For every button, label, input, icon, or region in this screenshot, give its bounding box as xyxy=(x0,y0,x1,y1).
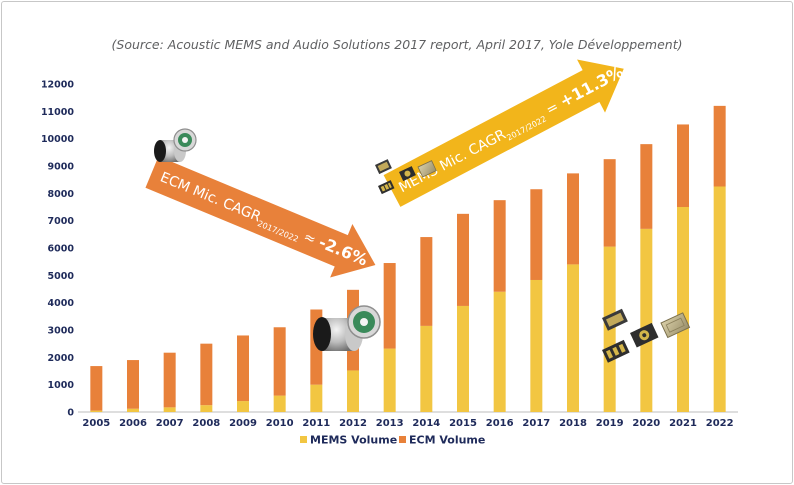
x-tick-label: 2022 xyxy=(706,418,734,429)
y-tick-label: 3000 xyxy=(48,326,75,337)
y-tick-label: 7000 xyxy=(48,216,75,227)
legend-label: MEMS Volume xyxy=(310,434,397,447)
x-tick-label: 2010 xyxy=(266,418,294,429)
x-tick-label: 2012 xyxy=(339,418,367,429)
x-tick-label: 2020 xyxy=(632,418,660,429)
mems-bar-2015 xyxy=(457,305,469,412)
x-tick-label: 2014 xyxy=(412,418,440,429)
ecm-bar-2017 xyxy=(530,189,543,280)
ecm-bar-2020 xyxy=(640,144,653,229)
y-tick-label: 12000 xyxy=(41,80,74,91)
ecm-microphone-icon xyxy=(154,128,197,162)
ecm-microphone-icon xyxy=(313,305,381,351)
mems-bar-2007 xyxy=(163,407,176,412)
y-tick-label: 1000 xyxy=(48,380,75,391)
ecm-arrow-shape xyxy=(145,156,376,278)
ecm-bar-2018 xyxy=(567,173,579,265)
y-tick-label: 11000 xyxy=(41,107,74,118)
x-tick-label: 2019 xyxy=(596,418,624,429)
mems-bar-2016 xyxy=(493,291,506,412)
y-tick-label: 8000 xyxy=(48,189,75,200)
mems-bar-2011 xyxy=(310,384,323,412)
mems-bar-2021 xyxy=(677,207,689,412)
mems-chip-icon xyxy=(399,166,416,182)
mems-bar-2013 xyxy=(383,348,396,412)
y-tick-label: 0 xyxy=(67,408,74,419)
x-tick-label: 2006 xyxy=(119,418,147,429)
mems-bar-2020 xyxy=(640,228,653,412)
mems-chip-icon xyxy=(378,180,395,195)
mems-bar-2022 xyxy=(713,186,726,412)
y-axis: 0 1000 2000 3000 4000 5000 6000 7000 8000 9000 100… xyxy=(41,80,74,419)
x-tick-label: 2011 xyxy=(302,418,330,429)
y-tick-label: 9000 xyxy=(48,162,75,173)
mems-bar-2008 xyxy=(200,405,213,412)
x-tick-label: 2008 xyxy=(192,418,220,429)
mems-chip-icon xyxy=(602,339,630,363)
ecm-bar-2010 xyxy=(273,327,286,396)
ecm-bar-2007 xyxy=(163,352,176,408)
legend-swatch xyxy=(399,436,406,443)
source-note: (Source: Acoustic MEMS and Audio Solutio… xyxy=(111,37,683,52)
ecm-bar-2008 xyxy=(200,343,213,406)
x-tick-label: 2021 xyxy=(669,418,697,429)
y-tick-label: 10000 xyxy=(41,134,74,145)
ecm-bar-2022 xyxy=(713,105,726,187)
mems-arrow-shape xyxy=(383,59,624,207)
mems-bar-2018 xyxy=(567,264,579,412)
ecm-bar-2016 xyxy=(493,200,506,292)
mems-bar-2014 xyxy=(420,325,433,412)
mems-bar-2009 xyxy=(237,401,249,412)
mems-chip-icon xyxy=(375,159,392,175)
legend-label: ECM Volume xyxy=(409,434,485,447)
mems-chip-icon xyxy=(602,308,628,331)
mems-bar-2005 xyxy=(90,410,103,412)
x-tick-label: 2013 xyxy=(376,418,404,429)
y-tick-label: 6000 xyxy=(48,244,75,255)
mems-bar-2006 xyxy=(127,408,139,412)
x-tick-label: 2015 xyxy=(449,418,477,429)
mems-chip-icon xyxy=(660,312,691,339)
y-tick-label: 4000 xyxy=(48,298,75,309)
x-tick-label: 2016 xyxy=(486,418,514,429)
ecm-bar-2013 xyxy=(383,263,396,349)
ecm-bar-2006 xyxy=(127,360,139,409)
x-tick-label: 2017 xyxy=(522,418,550,429)
mems-chip-icon xyxy=(417,160,437,178)
ecm-arrow-sep: ≈ xyxy=(297,227,322,250)
x-tick-label: 2007 xyxy=(156,418,184,429)
mems-cagr-arrow: MEMS Mic. CAGR2017/2022 = +11.3% xyxy=(383,59,626,207)
legend: MEMS Volume ECM Volume xyxy=(300,434,485,447)
y-tick-label: 2000 xyxy=(48,353,75,364)
mems-bar-2017 xyxy=(530,279,543,412)
x-tick-label: 2005 xyxy=(82,418,110,429)
mems-chip-icon xyxy=(630,322,659,348)
mems-bar-2012 xyxy=(347,370,359,412)
legend-swatch xyxy=(300,436,307,443)
y-tick-label: 5000 xyxy=(48,271,75,282)
mems-bar-2010 xyxy=(273,395,286,412)
x-tick-label: 2018 xyxy=(559,418,587,429)
ecm-bar-2015 xyxy=(457,213,469,306)
ecm-bar-2019 xyxy=(603,159,616,247)
x-axis: 2005 2006 2007 2008 2009 2010 2011 2012 2013 2014… xyxy=(78,411,738,429)
ecm-bar-2014 xyxy=(420,237,433,326)
ecm-bar-2005 xyxy=(90,366,103,411)
ecm-bar-2009 xyxy=(237,335,249,402)
ecm-cagr-arrow: ECM Mic. CAGR2017/2022 ≈ -2.6% xyxy=(145,156,376,278)
x-tick-label: 2009 xyxy=(229,418,257,429)
ecm-bar-2021 xyxy=(677,124,689,207)
